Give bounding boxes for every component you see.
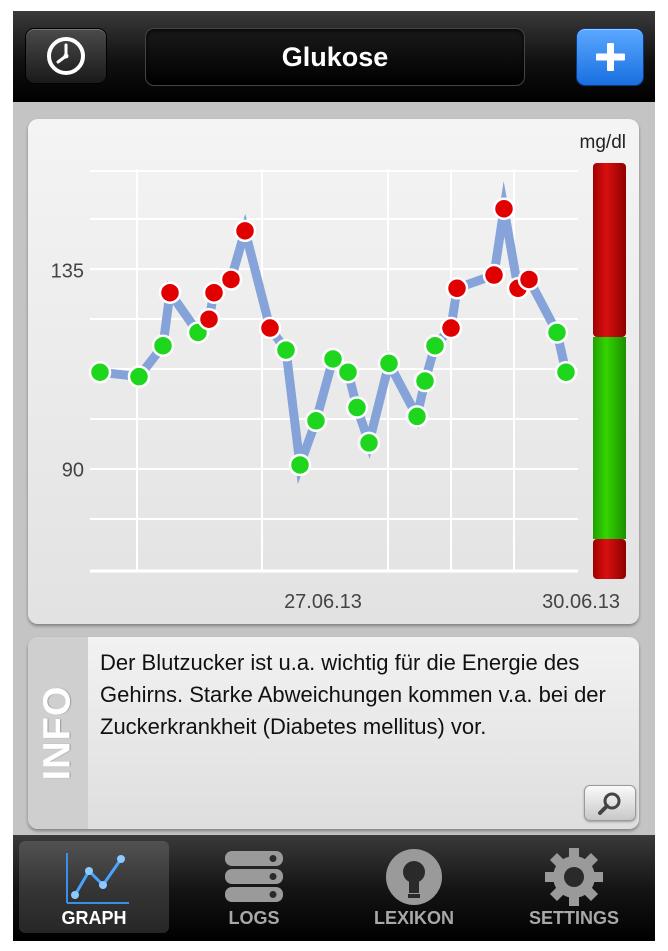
page-title: Glukose — [281, 41, 389, 72]
title-field: Glukose — [145, 28, 525, 86]
tab-logs-label: LOGS — [228, 908, 280, 928]
x-tick-label: 27.06.13 — [284, 591, 362, 613]
scale-bar-high — [593, 163, 626, 337]
glucose-chart-panel: 90 135 27.06.13 30.06.13 mg/dl — [28, 119, 639, 624]
data-point — [258, 316, 282, 340]
data-point — [445, 277, 469, 300]
y-unit-label: mg/dl — [580, 132, 626, 153]
data-point — [288, 453, 312, 477]
zoom-button[interactable] — [584, 785, 636, 821]
magnifier-icon — [598, 792, 621, 815]
history-button[interactable] — [25, 28, 107, 84]
data-point — [554, 360, 578, 384]
add-entry-button[interactable] — [576, 28, 644, 86]
tab-lexikon-label: LEXIKON — [373, 908, 454, 928]
data-point — [345, 396, 369, 419]
data-point — [439, 316, 463, 340]
x-tick-label: 30.06.13 — [542, 591, 620, 613]
y-tick-label: 90 — [62, 459, 84, 481]
data-point — [88, 360, 112, 384]
data-point — [274, 338, 298, 362]
data-point — [336, 360, 360, 384]
info-side-strip: INFO — [28, 637, 88, 829]
gear-icon — [545, 848, 603, 906]
data-point — [158, 281, 182, 304]
scale-bar-normal — [593, 337, 626, 539]
data-point — [517, 268, 541, 291]
tab-settings[interactable]: SETTINGS — [499, 841, 649, 933]
logs-icon — [225, 851, 283, 902]
info-label: INFO — [36, 685, 79, 781]
data-point — [233, 219, 257, 243]
info-text: Der Blutzucker ist u.a. wichtig für die … — [100, 650, 606, 739]
data-point — [151, 334, 175, 357]
data-point — [357, 431, 381, 455]
info-panel: INFO Der Blutzucker ist u.a. wichtig für… — [28, 637, 639, 829]
scale-bar-low — [593, 539, 626, 579]
data-point — [377, 352, 401, 375]
app-screen: Glukose 90 135 27.06.13 30.06.13 mg/dl INFO … — [13, 11, 655, 941]
lightbulb-icon — [386, 849, 442, 905]
tab-lexikon[interactable]: LEXIKON — [339, 841, 489, 933]
navigation-bar: Glukose — [13, 11, 655, 102]
data-point — [202, 281, 226, 304]
data-point — [197, 307, 221, 331]
data-point — [304, 409, 328, 433]
tab-logs[interactable]: LOGS — [179, 841, 329, 933]
tab-graph[interactable]: GRAPH — [19, 841, 169, 933]
tab-bar: GRAPH LOGS LEXIKON — [13, 835, 655, 941]
graph-icon — [66, 853, 129, 904]
data-point — [127, 365, 151, 388]
data-point — [423, 334, 447, 357]
data-point — [492, 197, 516, 221]
clock-icon — [47, 37, 85, 75]
data-point — [321, 347, 345, 371]
data-point — [405, 405, 429, 428]
tab-settings-label: SETTINGS — [528, 908, 619, 928]
glucose-chart: 90 135 27.06.13 30.06.13 mg/dl — [51, 132, 626, 613]
plus-icon — [596, 43, 625, 71]
data-point — [482, 263, 506, 287]
tab-graph-label: GRAPH — [61, 908, 127, 928]
y-tick-label: 135 — [51, 261, 84, 283]
data-point — [413, 369, 437, 393]
data-point — [545, 321, 569, 344]
data-point — [219, 268, 243, 291]
